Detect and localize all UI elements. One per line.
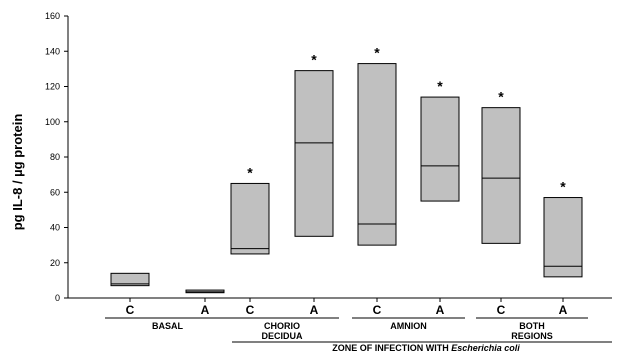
group-label: BASAL bbox=[152, 321, 184, 331]
box-range bbox=[544, 198, 582, 277]
boxes: * * * * * * bbox=[111, 45, 582, 293]
y-axis-label: pg IL-8 / µg protein bbox=[10, 114, 25, 231]
x-axis-label-organism: Escherichia coli bbox=[451, 343, 520, 353]
significance-star: * bbox=[560, 179, 566, 195]
x-axis-label-prefix: ZONE OF INFECTION WITH bbox=[332, 343, 451, 353]
significance-star: * bbox=[374, 45, 380, 61]
x-category-label: C bbox=[126, 303, 135, 317]
x-category-label: A bbox=[559, 303, 568, 317]
box-range bbox=[482, 108, 520, 244]
y-tick-label: 20 bbox=[50, 258, 60, 268]
box-range bbox=[421, 97, 459, 201]
group-label: CHORIO bbox=[264, 321, 300, 331]
y-tick-label: 40 bbox=[50, 223, 60, 233]
significance-star: * bbox=[247, 164, 253, 180]
y-tick-label: 100 bbox=[45, 117, 60, 127]
y-tick-label: 120 bbox=[45, 82, 60, 92]
significance-star: * bbox=[437, 78, 443, 94]
x-category-label: C bbox=[373, 303, 382, 317]
y-axis: 0 20 40 60 80 100 120 140 160 bbox=[45, 11, 68, 303]
x-category-label: C bbox=[497, 303, 506, 317]
x-category-label: A bbox=[310, 303, 319, 317]
y-tick-label: 140 bbox=[45, 46, 60, 56]
y-tick-label: 0 bbox=[55, 293, 60, 303]
y-tick-label: 160 bbox=[45, 11, 60, 21]
group-label: DECIDUA bbox=[261, 331, 303, 341]
box-range bbox=[295, 71, 333, 237]
y-tick-label: 60 bbox=[50, 187, 60, 197]
x-category-label: C bbox=[246, 303, 255, 317]
box-range bbox=[358, 64, 396, 246]
x-category-label: A bbox=[436, 303, 445, 317]
group-label: REGIONS bbox=[511, 331, 553, 341]
group-label: BOTH bbox=[519, 321, 545, 331]
y-tick-label: 80 bbox=[50, 152, 60, 162]
group-label: AMNION bbox=[390, 321, 427, 331]
significance-star: * bbox=[311, 52, 317, 68]
x-axis-label: ZONE OF INFECTION WITH Escherichia coli bbox=[332, 343, 520, 353]
significance-star: * bbox=[498, 89, 504, 105]
box-range bbox=[231, 183, 269, 254]
x-category-label: A bbox=[201, 303, 210, 317]
